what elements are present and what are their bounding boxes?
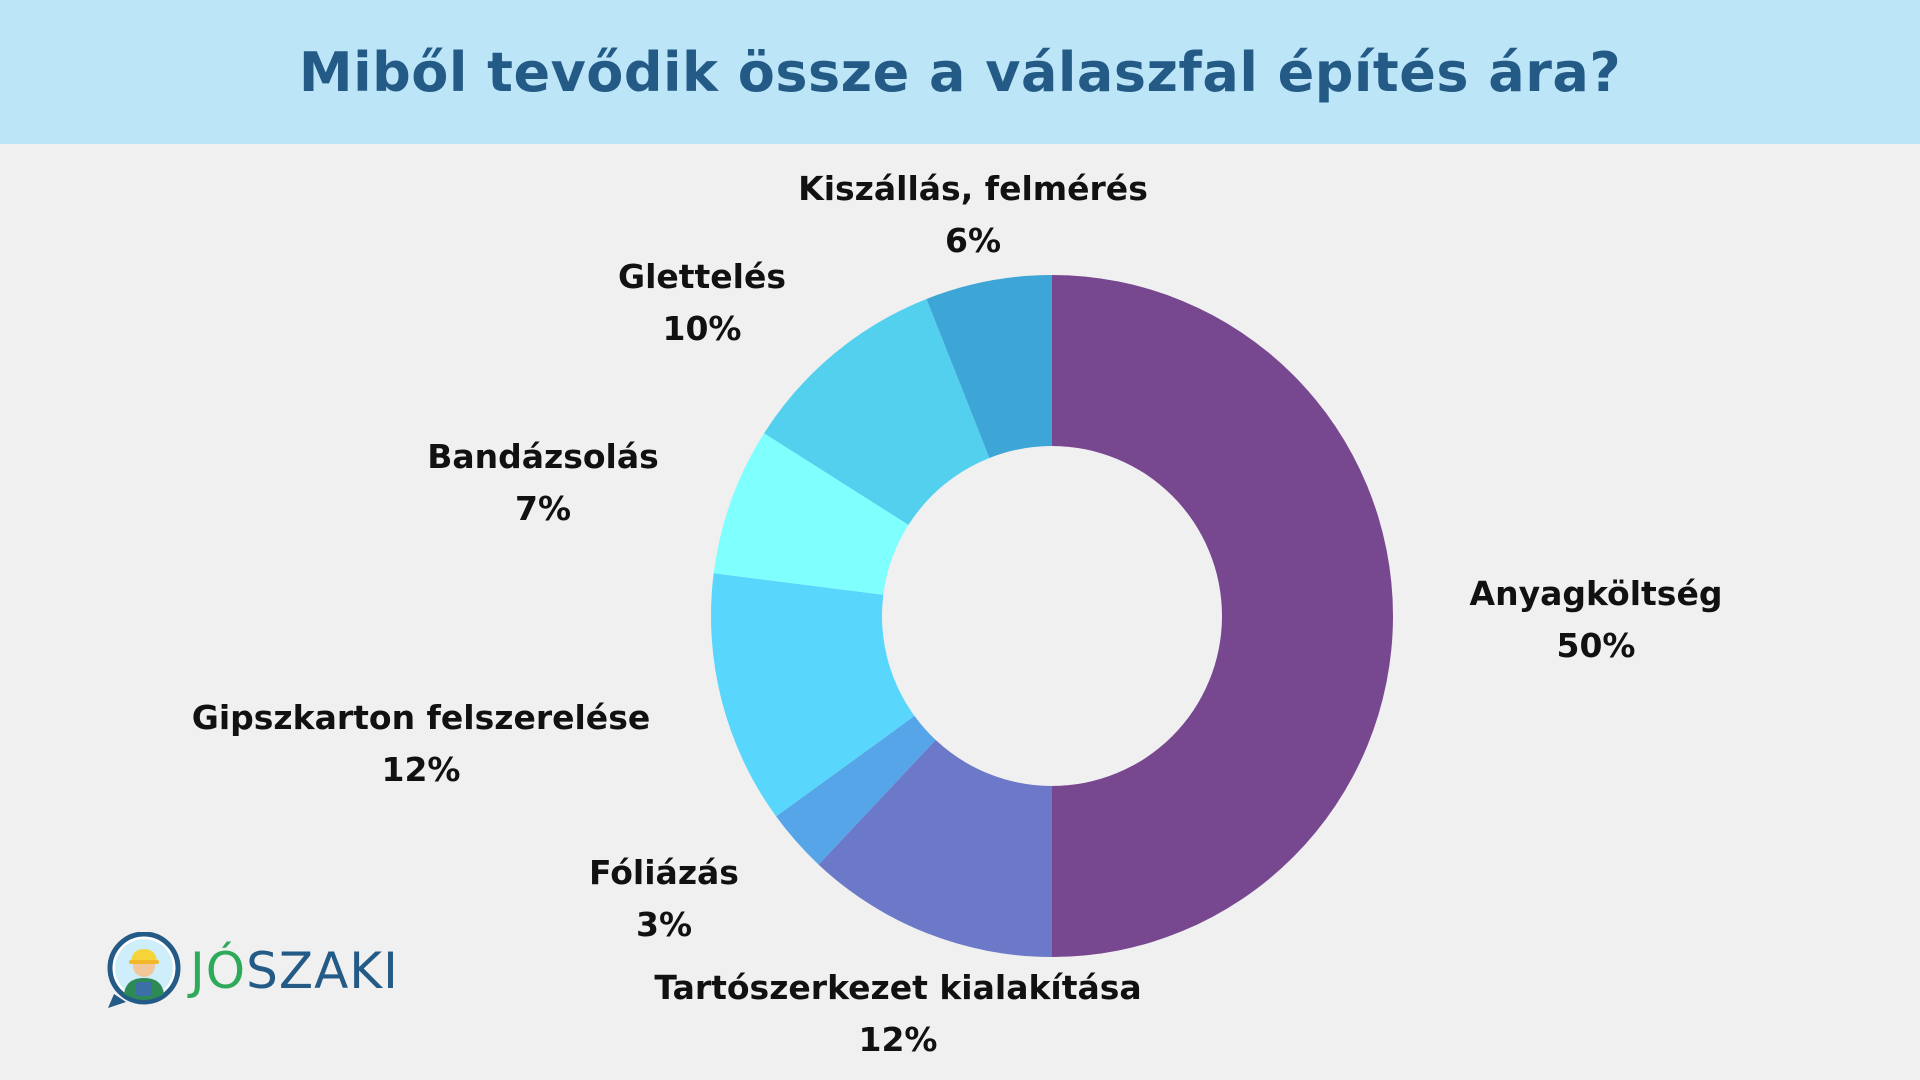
slice-label-6: Kiszállás, felmérés 6% [798, 163, 1148, 267]
worker-avatar-icon [107, 932, 181, 1008]
donut-slice-5 [764, 298, 990, 525]
donut-slice-3 [711, 573, 915, 817]
slice-label-name: Anyagköltség [1469, 574, 1723, 613]
donut-slice-0 [1052, 275, 1393, 957]
chart-title: Miből tevődik össze a válaszfal építés á… [298, 40, 1622, 104]
brand-jo: JÓ [190, 942, 247, 1000]
slice-label-value: 7% [514, 489, 572, 528]
slice-label-3: Gipszkarton felszerelése 12% [192, 692, 650, 796]
brand-wordmark: JÓSZAKI [190, 942, 399, 1000]
slice-label-value: 12% [381, 750, 461, 789]
slice-label-1: Tartószerkezet kialakítása 12% [654, 962, 1141, 1066]
slice-label-value: 10% [662, 309, 742, 348]
donut-slice-6 [926, 275, 1052, 458]
slice-label-name: Gipszkarton felszerelése [191, 698, 651, 737]
slice-label-name: Tartószerkezet kialakítása [654, 968, 1142, 1007]
brand-szaki: SZAKI [246, 942, 399, 1000]
slice-label-name: Glettelés [617, 257, 787, 296]
slice-label-0: Anyagköltség 50% [1470, 568, 1723, 672]
brand-logo[interactable]: JÓSZAKI [106, 932, 399, 1010]
donut-slice-1 [818, 739, 1052, 957]
donut-slice-2 [776, 715, 936, 865]
donut-slice-4 [713, 433, 909, 595]
slice-label-4: Bandázsolás 7% [427, 431, 659, 535]
slice-label-value: 50% [1556, 626, 1636, 665]
slice-label-value: 12% [858, 1020, 938, 1059]
slice-label-name: Kiszállás, felmérés [798, 169, 1148, 208]
slice-label-name: Bandázsolás [427, 437, 659, 476]
slice-label-5: Glettelés 10% [618, 251, 786, 355]
slice-label-name: Fóliázás [589, 853, 739, 892]
slice-label-value: 3% [635, 905, 693, 944]
slice-label-2: Fóliázás 3% [589, 847, 739, 951]
slice-label-value: 6% [944, 221, 1002, 260]
header-banner: Miből tevődik össze a válaszfal építés á… [0, 0, 1920, 144]
